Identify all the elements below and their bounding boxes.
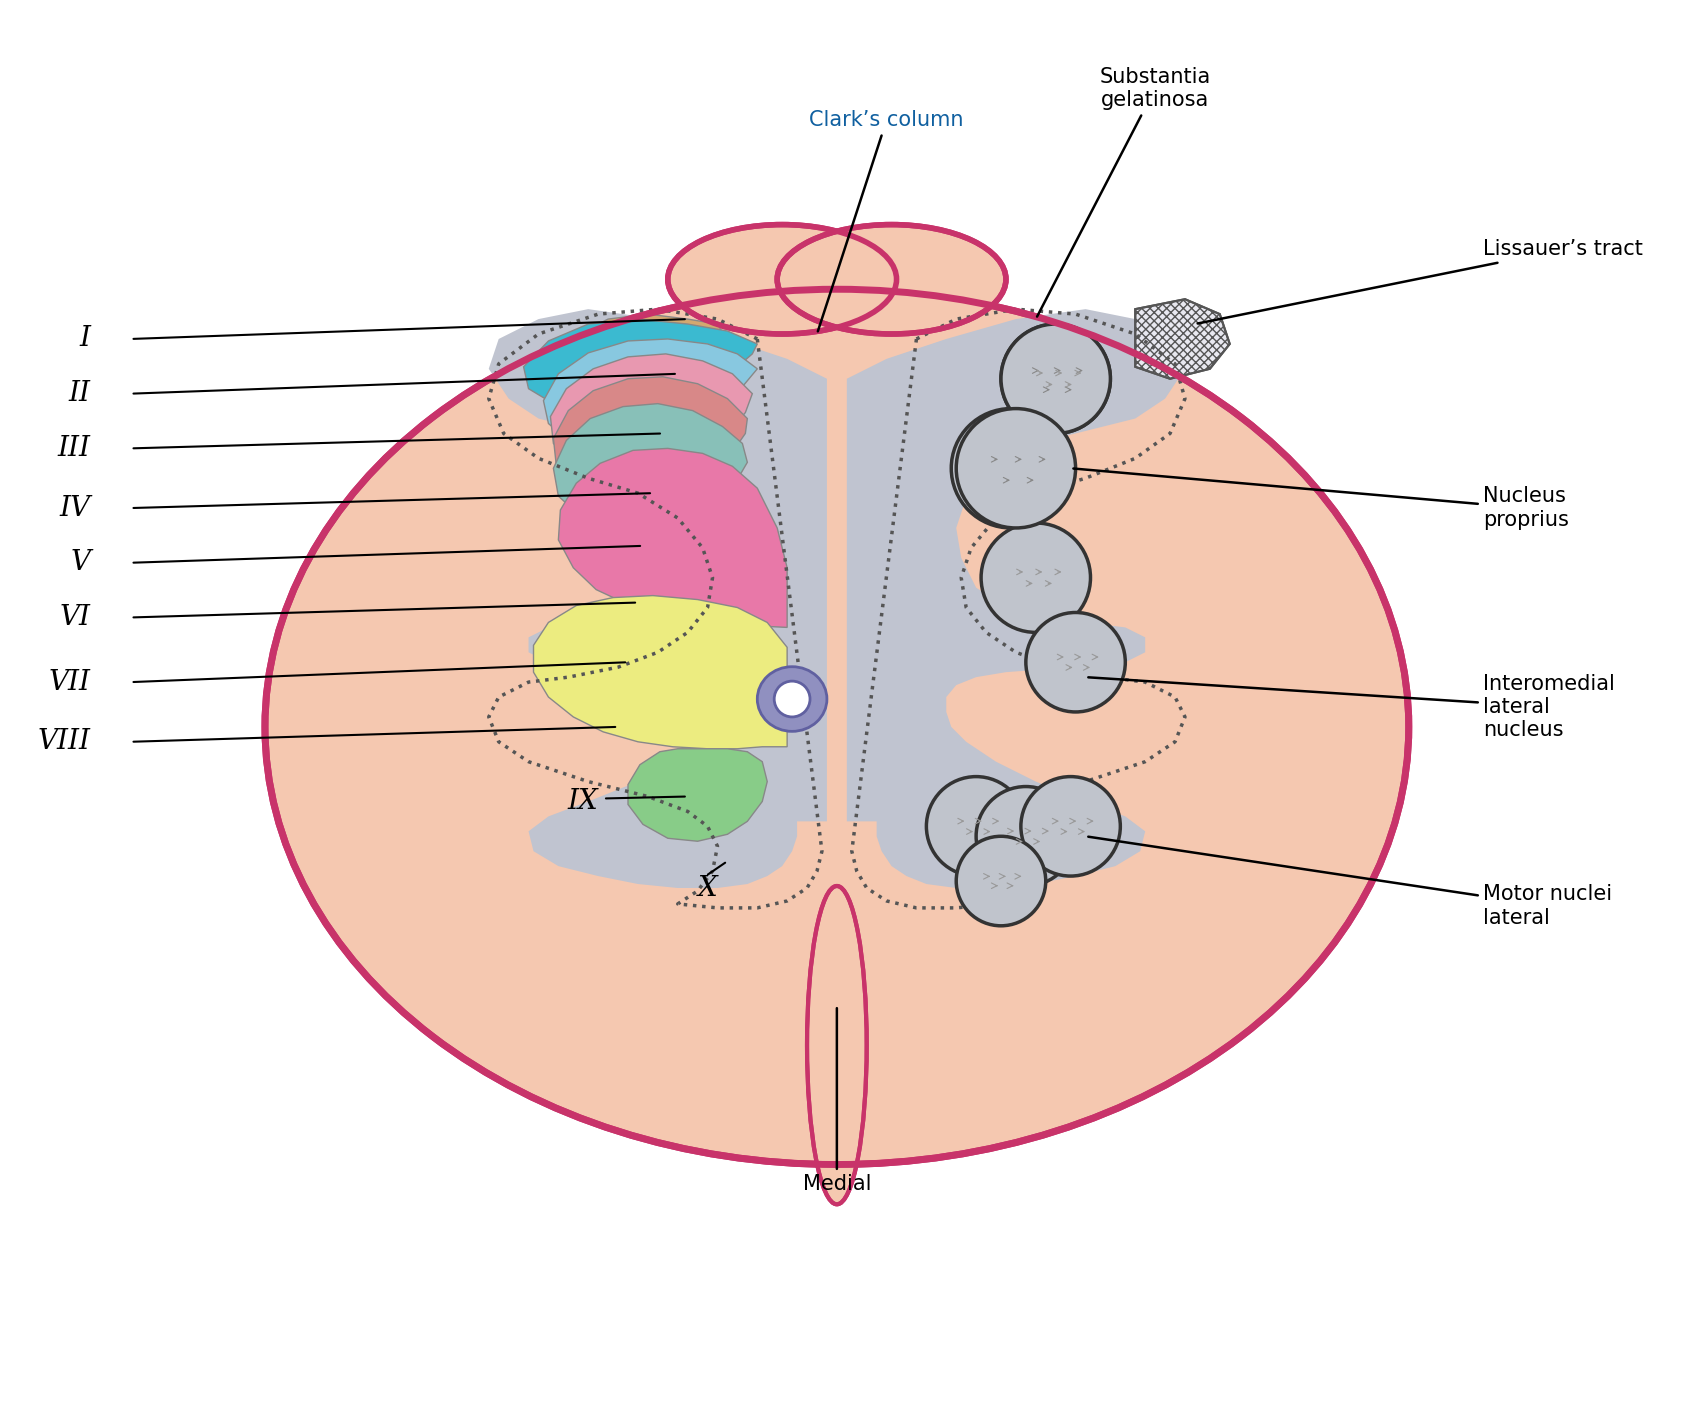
Text: Interomedial
lateral
nucleus: Interomedial lateral nucleus (1088, 674, 1615, 740)
Ellipse shape (264, 290, 1410, 1165)
Circle shape (982, 523, 1091, 632)
Text: II: II (69, 380, 91, 407)
Circle shape (1000, 324, 1110, 433)
Polygon shape (578, 314, 727, 343)
Polygon shape (534, 595, 786, 749)
Text: VI: VI (61, 604, 91, 630)
Text: Medial: Medial (803, 1009, 871, 1195)
Circle shape (957, 836, 1046, 926)
Polygon shape (847, 310, 1186, 888)
Text: Lissauer’s tract: Lissauer’s tract (1197, 239, 1644, 324)
Ellipse shape (758, 667, 827, 732)
Circle shape (926, 777, 1026, 877)
Ellipse shape (778, 225, 1005, 333)
Text: Nucleus
proprius: Nucleus proprius (1073, 469, 1569, 529)
Text: Clark’s column: Clark’s column (810, 110, 963, 332)
Text: I: I (79, 325, 91, 353)
Polygon shape (554, 377, 748, 498)
Polygon shape (628, 749, 768, 841)
Text: V: V (71, 549, 91, 577)
Polygon shape (544, 339, 758, 449)
Text: VII: VII (49, 668, 91, 695)
Circle shape (951, 408, 1071, 528)
Circle shape (977, 787, 1076, 886)
Circle shape (957, 408, 1076, 528)
Polygon shape (488, 310, 827, 888)
Text: IV: IV (61, 494, 91, 522)
Text: III: III (57, 435, 91, 461)
Polygon shape (524, 319, 758, 414)
Ellipse shape (669, 225, 896, 333)
Circle shape (1021, 777, 1120, 877)
Circle shape (1000, 324, 1110, 433)
Polygon shape (559, 449, 786, 628)
Text: IX: IX (568, 788, 598, 815)
Circle shape (1026, 612, 1125, 712)
Text: Motor nuclei
lateral: Motor nuclei lateral (1088, 837, 1613, 927)
Text: X: X (697, 875, 717, 902)
Text: Substantia
gelatinosa: Substantia gelatinosa (1037, 68, 1211, 317)
Text: VIII: VIII (39, 729, 91, 756)
Ellipse shape (807, 886, 867, 1204)
Polygon shape (1135, 300, 1229, 378)
Circle shape (775, 681, 810, 718)
Polygon shape (551, 355, 753, 473)
Polygon shape (554, 404, 748, 530)
